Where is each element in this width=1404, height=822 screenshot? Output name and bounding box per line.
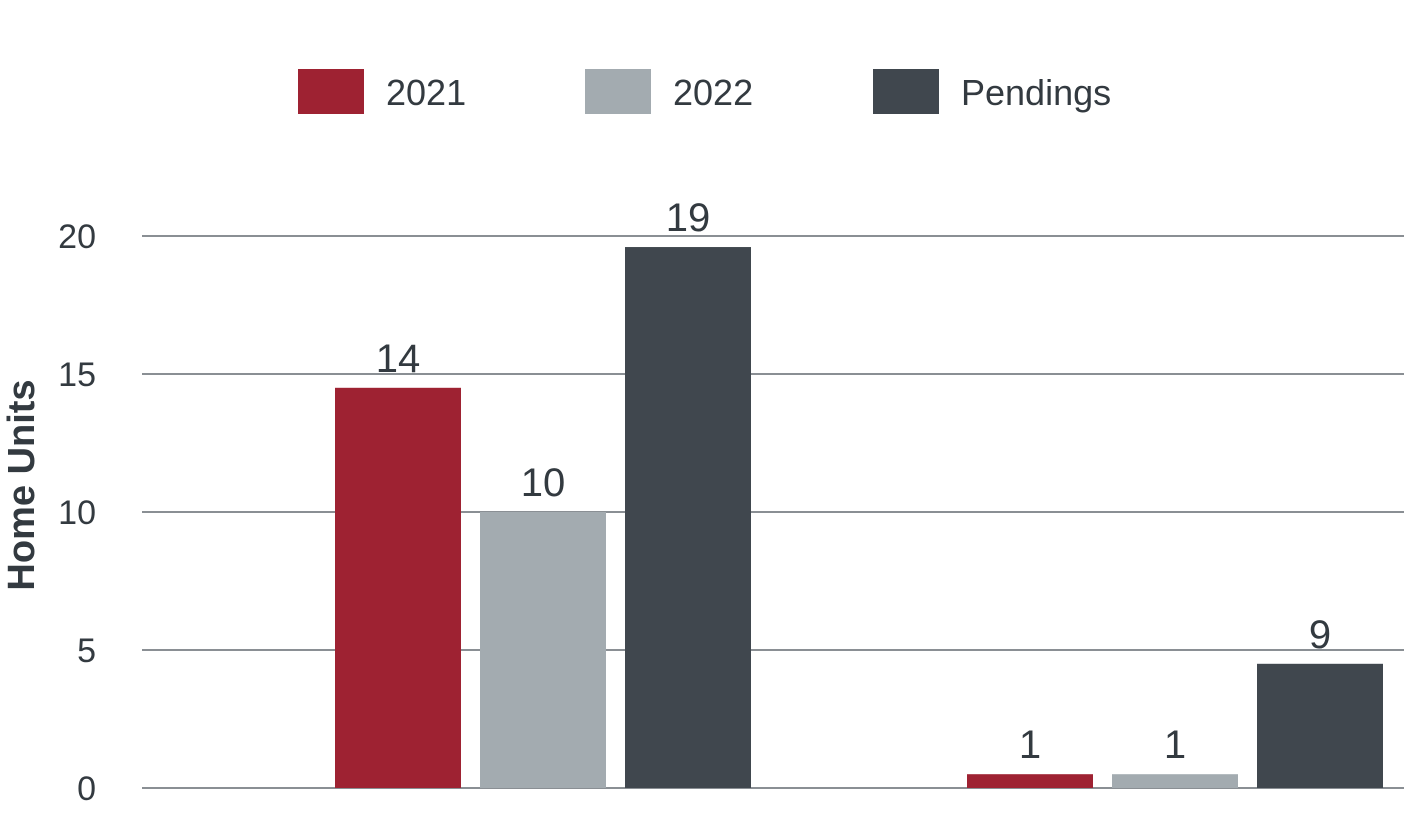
y-tick-labels: 0 5 10 15 20: [58, 218, 96, 808]
legend: 2021 2022 Pendings: [298, 69, 1111, 114]
data-label: 1: [1164, 723, 1186, 767]
bar-pendings: [625, 247, 751, 789]
bar-2022: [1112, 774, 1238, 788]
bar-2021: [335, 387, 461, 788]
y-axis-title: Home Units: [1, 379, 43, 590]
data-labels: 14 1 10 1 19 9: [376, 196, 1331, 767]
y-tick-label: 0: [77, 770, 96, 808]
legend-label: 2021: [386, 72, 466, 113]
gridlines: [142, 235, 1404, 789]
legend-swatch: [585, 69, 651, 114]
bars: [335, 247, 1383, 789]
data-label: 1: [1019, 723, 1041, 767]
y-tick-label: 15: [58, 356, 96, 394]
data-label: 19: [666, 196, 711, 240]
bar-2022: [480, 512, 606, 788]
legend-label: 2022: [673, 72, 753, 113]
bar-pendings: [1257, 663, 1383, 788]
y-tick-label: 5: [77, 632, 96, 670]
bar-2021: [967, 774, 1093, 788]
data-label: 10: [521, 461, 566, 505]
y-tick-label: 10: [58, 494, 96, 532]
legend-swatch: [873, 69, 939, 114]
data-label: 14: [376, 337, 421, 381]
y-tick-label: 20: [58, 218, 96, 256]
data-label: 9: [1309, 613, 1331, 657]
legend-swatch: [298, 69, 364, 114]
legend-label: Pendings: [961, 72, 1111, 113]
